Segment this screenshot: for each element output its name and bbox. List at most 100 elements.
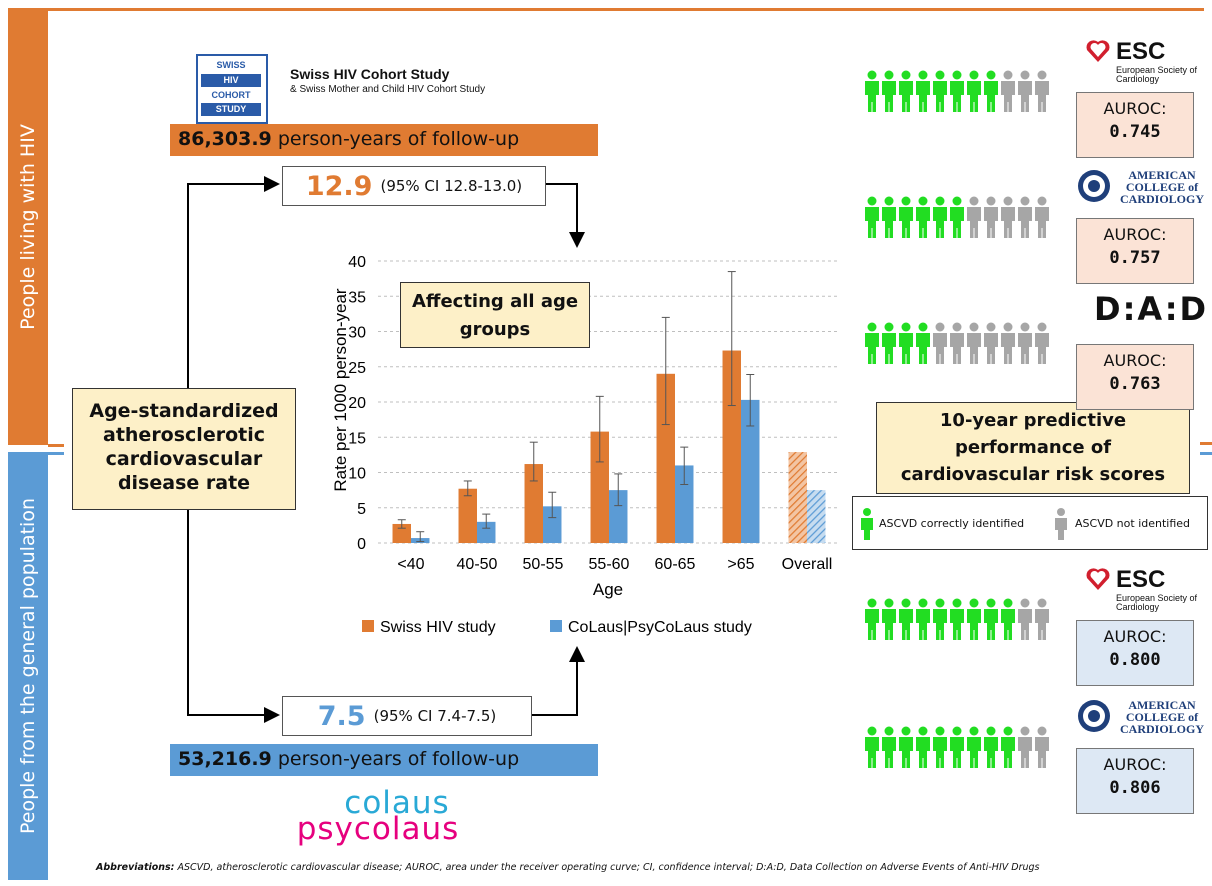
auroc-value: 0.763	[1109, 374, 1161, 394]
auroc-label: AUROC:	[1103, 225, 1167, 244]
auroc-label: AUROC:	[1103, 755, 1167, 774]
arrow-to-gen-rate	[187, 510, 280, 723]
auroc-value: 0.745	[1109, 122, 1161, 142]
person-grey-icon	[1018, 70, 1032, 112]
auroc-box: AUROC: 0.745	[1076, 92, 1194, 158]
person-green-icon	[984, 726, 998, 768]
heart-icon	[1086, 40, 1110, 62]
person-green-icon	[865, 726, 879, 768]
top-rule	[48, 8, 1204, 11]
person-green-icon	[899, 726, 913, 768]
person-green-icon	[899, 196, 913, 238]
shcs-logo-line: HIV	[201, 74, 261, 87]
auroc-box: AUROC: 0.763	[1076, 344, 1194, 410]
y-tick-label: 20	[348, 395, 366, 412]
y-axis-label: Rate per 1000 person-year	[331, 288, 350, 492]
shcs-logo: SWISS HIV COHORT STUDY	[196, 54, 268, 124]
auroc-value: 0.800	[1109, 650, 1161, 670]
person-green-icon	[984, 598, 998, 640]
shcs-subtitle: & Swiss Mother and Child HIV Cohort Stud…	[290, 84, 486, 95]
legend-correct-label: ASCVD correctly identified	[879, 517, 1025, 530]
person-green-icon	[967, 598, 981, 640]
scores-title-text: 10-year predictive performance of cardio…	[900, 410, 1166, 485]
org-subtitle: European Society of Cardiology	[1116, 593, 1198, 612]
person-green-icon	[950, 196, 964, 238]
person-green-icon	[865, 598, 879, 640]
people-row	[865, 70, 1049, 112]
bar-hiv	[524, 464, 543, 543]
callout-box: Affecting all age groups	[400, 282, 590, 348]
person-grey-icon	[984, 196, 998, 238]
person-green-icon	[984, 70, 998, 112]
followup-hiv-box: 86,303.9 person-years of follow-up	[170, 124, 598, 156]
followup-hiv-text: person-years of follow-up	[277, 128, 520, 150]
footer-text: ASCVD, atherosclerotic cardiovascular di…	[177, 862, 1040, 873]
auroc-box: AUROC: 0.757	[1076, 218, 1194, 284]
rate-hiv-ci: (95% CI 12.8-13.0)	[380, 177, 523, 195]
x-tick-label: Overall	[782, 556, 833, 573]
legend-label: CoLaus|PsyCoLaus study	[568, 619, 752, 636]
person-green-icon	[933, 196, 947, 238]
bar-colaus	[741, 399, 760, 543]
y-tick-label: 35	[348, 289, 366, 306]
person-green-icon	[933, 70, 947, 112]
arrow-hiv-to-chart	[546, 183, 585, 248]
person-green-icon	[950, 70, 964, 112]
divider-orange-right	[1200, 442, 1212, 445]
auroc-label: AUROC:	[1103, 627, 1167, 646]
bar-colaus	[609, 490, 628, 543]
person-grey-icon	[1018, 726, 1032, 768]
person-green-icon	[933, 598, 947, 640]
person-grey-icon	[933, 322, 947, 364]
side-label-hiv: People living with HIV	[8, 8, 48, 445]
person-green-icon	[950, 726, 964, 768]
callout-text: Affecting all age groups	[411, 291, 579, 340]
shcs-logo-line: STUDY	[201, 103, 261, 116]
x-tick-label: 60-65	[655, 556, 696, 573]
org-name: ESC	[1116, 566, 1166, 593]
person-grey-icon	[1035, 70, 1049, 112]
person-green-icon	[861, 508, 873, 540]
shcs-logo-line: SWISS	[201, 59, 261, 72]
person-green-icon	[865, 322, 879, 364]
bar-colaus	[807, 490, 826, 543]
bar-hiv	[788, 452, 807, 543]
person-green-icon	[882, 726, 896, 768]
person-green-icon	[865, 70, 879, 112]
y-tick-label: 10	[348, 466, 366, 483]
dad-logo: D:A:D	[1076, 290, 1208, 336]
auroc-value: 0.757	[1109, 248, 1161, 268]
colaus-logo-line1: colaus	[344, 785, 450, 821]
person-green-icon	[950, 598, 964, 640]
center-label-text: Age-standardized atherosclerotic cardiov…	[89, 400, 279, 494]
y-tick-label: 30	[348, 325, 366, 342]
person-grey-icon	[1035, 726, 1049, 768]
person-green-icon	[899, 322, 913, 364]
person-green-icon	[865, 196, 879, 238]
bar-hiv	[656, 373, 675, 543]
person-grey-icon	[1055, 508, 1067, 540]
person-grey-icon	[1018, 322, 1032, 364]
people-row	[865, 726, 1049, 768]
person-green-icon	[967, 726, 981, 768]
y-tick-label: 5	[357, 501, 366, 518]
acc-seal-icon	[1078, 170, 1110, 202]
person-green-icon	[882, 196, 896, 238]
legend-swatch	[550, 620, 562, 632]
x-tick-label: <40	[397, 556, 424, 573]
people-row	[865, 598, 1049, 640]
person-grey-icon	[1018, 196, 1032, 238]
arrow-gen-to-chart	[532, 646, 585, 716]
x-tick-label: >65	[727, 556, 754, 573]
esc-logo: ESC European Society of Cardiology	[1076, 566, 1208, 612]
person-grey-icon	[1035, 196, 1049, 238]
chart-legend: Swiss HIV study CoLaus|PsyCoLaus study	[362, 619, 752, 636]
shcs-title: Swiss HIV Cohort Study	[290, 66, 450, 82]
divider-blue-right	[1200, 452, 1212, 455]
bar-hiv	[722, 350, 741, 543]
auroc-label: AUROC:	[1103, 99, 1167, 118]
people-row	[865, 196, 1049, 238]
auroc-box: AUROC: 0.806	[1076, 748, 1194, 814]
x-axis-label: Age	[593, 580, 623, 599]
